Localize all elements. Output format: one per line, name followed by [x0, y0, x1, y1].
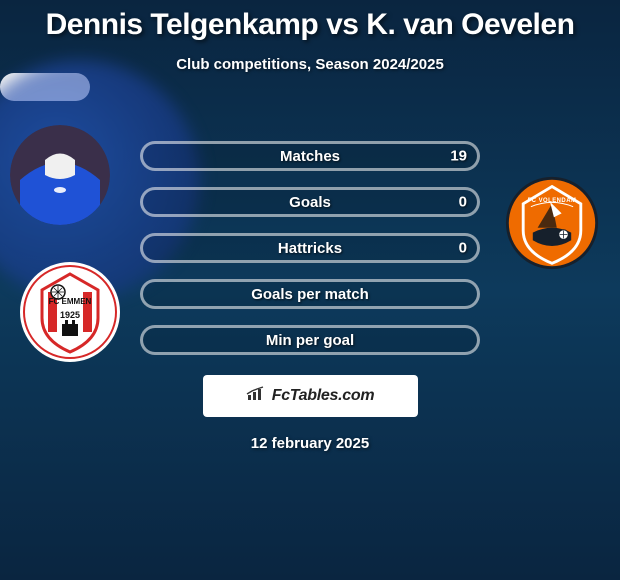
stat-row: Goals per match	[140, 279, 480, 309]
stat-label: Goals per match	[251, 286, 369, 303]
page-title: Dennis Telgenkamp vs K. van Oevelen	[0, 0, 620, 42]
player-left-avatar	[10, 125, 110, 225]
stat-label: Min per goal	[266, 332, 354, 349]
svg-text:FC VOLENDAM: FC VOLENDAM	[528, 198, 577, 204]
stat-row: Matches 19	[140, 141, 480, 171]
subtitle: Club competitions, Season 2024/2025	[0, 56, 620, 73]
stat-label: Hattricks	[278, 240, 342, 257]
svg-text:FC EMMEN: FC EMMEN	[49, 297, 92, 306]
chart-icon	[246, 386, 266, 407]
stat-right-value: 0	[459, 194, 467, 211]
date-label: 12 february 2025	[0, 435, 620, 452]
svg-text:1925: 1925	[60, 310, 80, 320]
club-left-badge: FC EMMEN 1925	[20, 262, 120, 362]
club-right-badge: FC VOLENDAM	[504, 175, 600, 271]
stat-row: Min per goal	[140, 325, 480, 355]
stat-label: Matches	[280, 148, 340, 165]
brand-label: FcTables.com	[272, 387, 375, 405]
stat-row: Goals 0	[140, 187, 480, 217]
stat-row: Hattricks 0	[140, 233, 480, 263]
stat-right-value: 0	[459, 240, 467, 257]
brand-pill[interactable]: FcTables.com	[203, 375, 418, 417]
stat-label: Goals	[289, 194, 331, 211]
stat-right-value: 19	[450, 148, 467, 165]
